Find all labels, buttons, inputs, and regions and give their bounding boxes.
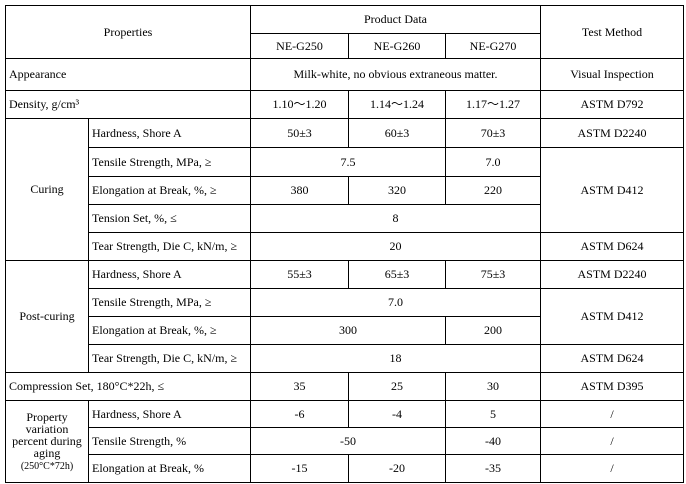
row-label: Tear Strength, Die C, kN/m, ≥	[88, 344, 251, 373]
cell: 65±3	[348, 260, 446, 289]
cell: 380	[250, 176, 349, 205]
row-label: Tear Strength, Die C, kN/m, ≥	[88, 232, 251, 261]
group-label: Curing	[5, 118, 89, 261]
cell: 60±3	[348, 118, 446, 148]
row-label: Compression Set, 180°C*22h, ≤	[5, 372, 251, 401]
cell: -40	[445, 427, 541, 455]
method-cell: /	[540, 427, 684, 455]
cell: 1.14～1.24	[348, 90, 446, 119]
cell: -35	[445, 454, 541, 483]
header-cell: Test Method	[540, 5, 684, 59]
row-label: Hardness, Shore A	[88, 260, 251, 289]
cell: -4	[348, 400, 446, 428]
cell: 18	[250, 344, 541, 373]
cell: 7.0	[250, 288, 541, 317]
cell: 70±3	[445, 118, 541, 148]
cell: 1.10～1.20	[250, 90, 349, 119]
row-label: Tension Set, %, ≤	[88, 204, 251, 233]
row-label: Tensile Strength, %	[88, 427, 251, 455]
method-cell: /	[540, 400, 684, 428]
row-label: Elongation at Break, %	[88, 454, 251, 483]
cell: -50	[250, 427, 446, 455]
cell: 75±3	[445, 260, 541, 289]
cell: 20	[250, 232, 541, 261]
method-cell: ASTM D2240	[540, 260, 684, 289]
cell: 35	[250, 372, 349, 401]
row-label: Hardness, Shore A	[88, 400, 251, 428]
cell: 25	[348, 372, 446, 401]
cell: 300	[250, 316, 446, 345]
cell: 30	[445, 372, 541, 401]
method-cell: ASTM D624	[540, 232, 684, 261]
cell: Milk-white, no obvious extraneous matter…	[250, 58, 541, 91]
cell: 320	[348, 176, 446, 205]
cell: 7.0	[445, 147, 541, 177]
method-cell: ASTM D412	[540, 147, 684, 233]
method-cell: ASTM D624	[540, 344, 684, 373]
cell: 55±3	[250, 260, 349, 289]
method-cell: ASTM D2240	[540, 118, 684, 148]
method-cell: ASTM D395	[540, 372, 684, 401]
cell: 1.17～1.27	[445, 90, 541, 119]
row-label: Tensile Strength, MPa, ≥	[88, 288, 251, 317]
cell: 5	[445, 400, 541, 428]
row-label: Tensile Strength, MPa, ≥	[88, 147, 251, 177]
row-label: Density, g/cm³	[5, 90, 251, 119]
method-cell: Visual Inspection	[540, 58, 684, 91]
method-cell: ASTM D792	[540, 90, 684, 119]
row-label: Hardness, Shore A	[88, 118, 251, 148]
header-cell: NE-G260	[348, 33, 446, 59]
cell: -20	[348, 454, 446, 483]
header-cell: NE-G250	[250, 33, 349, 59]
row-label: Appearance	[5, 58, 251, 91]
group-label: Property variation percent during aging(…	[5, 400, 89, 483]
cell: 220	[445, 176, 541, 205]
cell: -6	[250, 400, 349, 428]
spec-table: Properties Product Data Test Method NE-G…	[5, 5, 684, 483]
group-label-condition: (250°C*72h)	[20, 460, 74, 472]
header-cell: Product Data	[250, 5, 541, 34]
header-cell: Properties	[5, 5, 251, 59]
cell: 50±3	[250, 118, 349, 148]
cell: 200	[445, 316, 541, 345]
cell: 7.5	[250, 147, 446, 177]
row-label: Elongation at Break, %, ≥	[88, 316, 251, 345]
cell: 8	[250, 204, 541, 233]
method-cell: ASTM D412	[540, 288, 684, 345]
cell: -15	[250, 454, 349, 483]
group-label: Post-curing	[5, 260, 89, 373]
group-label-text: Property variation percent during aging	[12, 409, 82, 460]
row-label: Elongation at Break, %, ≥	[88, 176, 251, 205]
method-cell: /	[540, 454, 684, 483]
header-cell: NE-G270	[445, 33, 541, 59]
